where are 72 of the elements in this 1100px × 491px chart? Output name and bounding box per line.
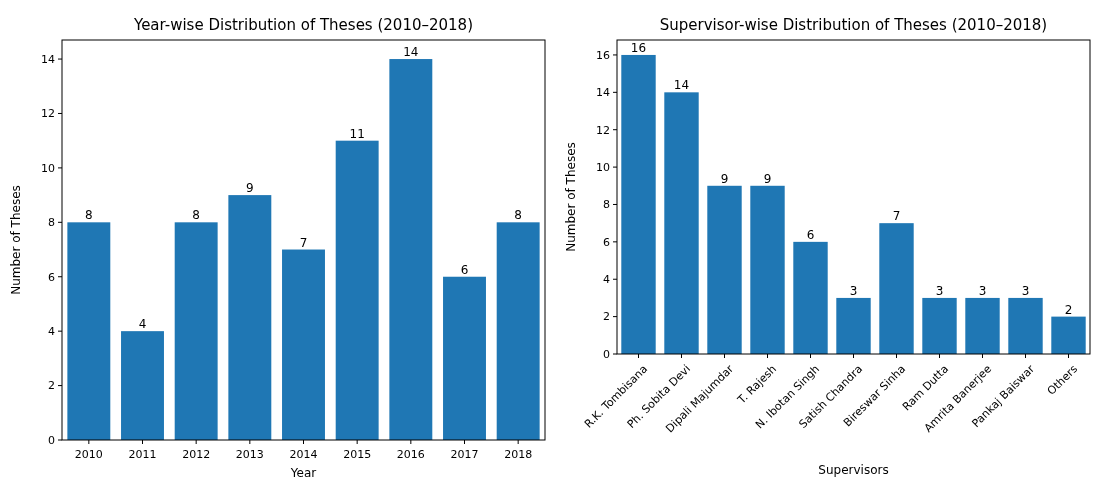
y-tick-label: 16: [596, 48, 610, 62]
data-label: 6: [460, 262, 469, 277]
bar: [67, 222, 111, 440]
x-axis-title: Year: [289, 466, 317, 480]
data-label: 8: [192, 208, 200, 223]
data-label: 16: [630, 40, 647, 55]
bar: [879, 223, 914, 354]
y-tick-label: 10: [596, 160, 610, 174]
bar: [443, 276, 486, 440]
y-tick-label: 14: [41, 52, 55, 66]
bar: [121, 331, 164, 440]
bar: [335, 140, 379, 440]
data-label: 3: [1021, 283, 1030, 298]
y-tick-label: 14: [596, 86, 610, 100]
data-label: 9: [763, 171, 772, 186]
x-tick-label: 2010: [74, 448, 103, 461]
y-tick-label: 4: [603, 273, 610, 287]
bar: [836, 297, 871, 354]
y-tick-label: 12: [41, 107, 55, 121]
data-label: 6: [806, 227, 815, 242]
chart-title: Supervisor-wise Distribution of Theses (2010–2018): [659, 16, 1048, 34]
y-tick-label: 8: [48, 216, 55, 230]
bar: [750, 185, 785, 354]
y-tick-label: 2: [603, 310, 610, 324]
chart-title: Year-wise Distribution of Theses (2010–2018): [132, 16, 474, 34]
data-label: 7: [299, 235, 308, 250]
bar: [1051, 316, 1086, 354]
bar: [621, 54, 656, 354]
y-axis-title: Number of Theses: [564, 142, 578, 252]
x-tick-label: 2015: [343, 448, 372, 461]
x-axis-title: Supervisors: [818, 463, 889, 477]
y-tick-label: 8: [603, 198, 610, 212]
data-label: 2: [1064, 302, 1073, 317]
y-tick-label: 2: [48, 379, 55, 393]
x-tick-label: 2011: [128, 448, 157, 461]
x-tick-label: 2016: [396, 448, 425, 461]
x-tick-label: 2013: [235, 448, 264, 461]
y-axis-title: Number of Theses: [9, 185, 23, 295]
data-label: 14: [403, 45, 419, 60]
y-tick-label: 0: [603, 347, 610, 361]
data-label: 3: [935, 283, 944, 298]
bar: [664, 92, 699, 354]
y-tick-label: 12: [596, 123, 610, 137]
y-tick-label: 6: [48, 270, 55, 284]
data-label: 4: [138, 317, 147, 332]
x-tick-label: 2014: [289, 448, 318, 461]
bar: [496, 222, 540, 440]
bar: [793, 241, 828, 354]
bar: [174, 222, 218, 440]
y-tick-label: 4: [48, 325, 55, 339]
x-tick-label: 2018: [504, 448, 533, 461]
x-tick-label: 2012: [182, 448, 211, 461]
bar: [707, 185, 742, 354]
y-tick-label: 10: [41, 161, 55, 175]
y-tick-label: 6: [603, 235, 610, 249]
data-label: 9: [246, 181, 254, 196]
bar: [922, 297, 957, 354]
data-label: 9: [720, 171, 729, 186]
x-tick-label: 2017: [450, 448, 479, 461]
data-label: 3: [978, 283, 987, 298]
data-label: 8: [514, 208, 522, 223]
bar: [965, 297, 1000, 354]
data-label: 11: [349, 126, 365, 141]
data-label: 7: [892, 209, 901, 224]
data-label: 3: [849, 283, 858, 298]
data-label: 14: [673, 78, 690, 93]
bar: [282, 249, 325, 440]
bar: [1008, 297, 1043, 354]
data-label: 8: [85, 208, 93, 223]
bar: [389, 59, 433, 440]
y-tick-label: 0: [48, 433, 55, 447]
bar: [228, 195, 272, 440]
